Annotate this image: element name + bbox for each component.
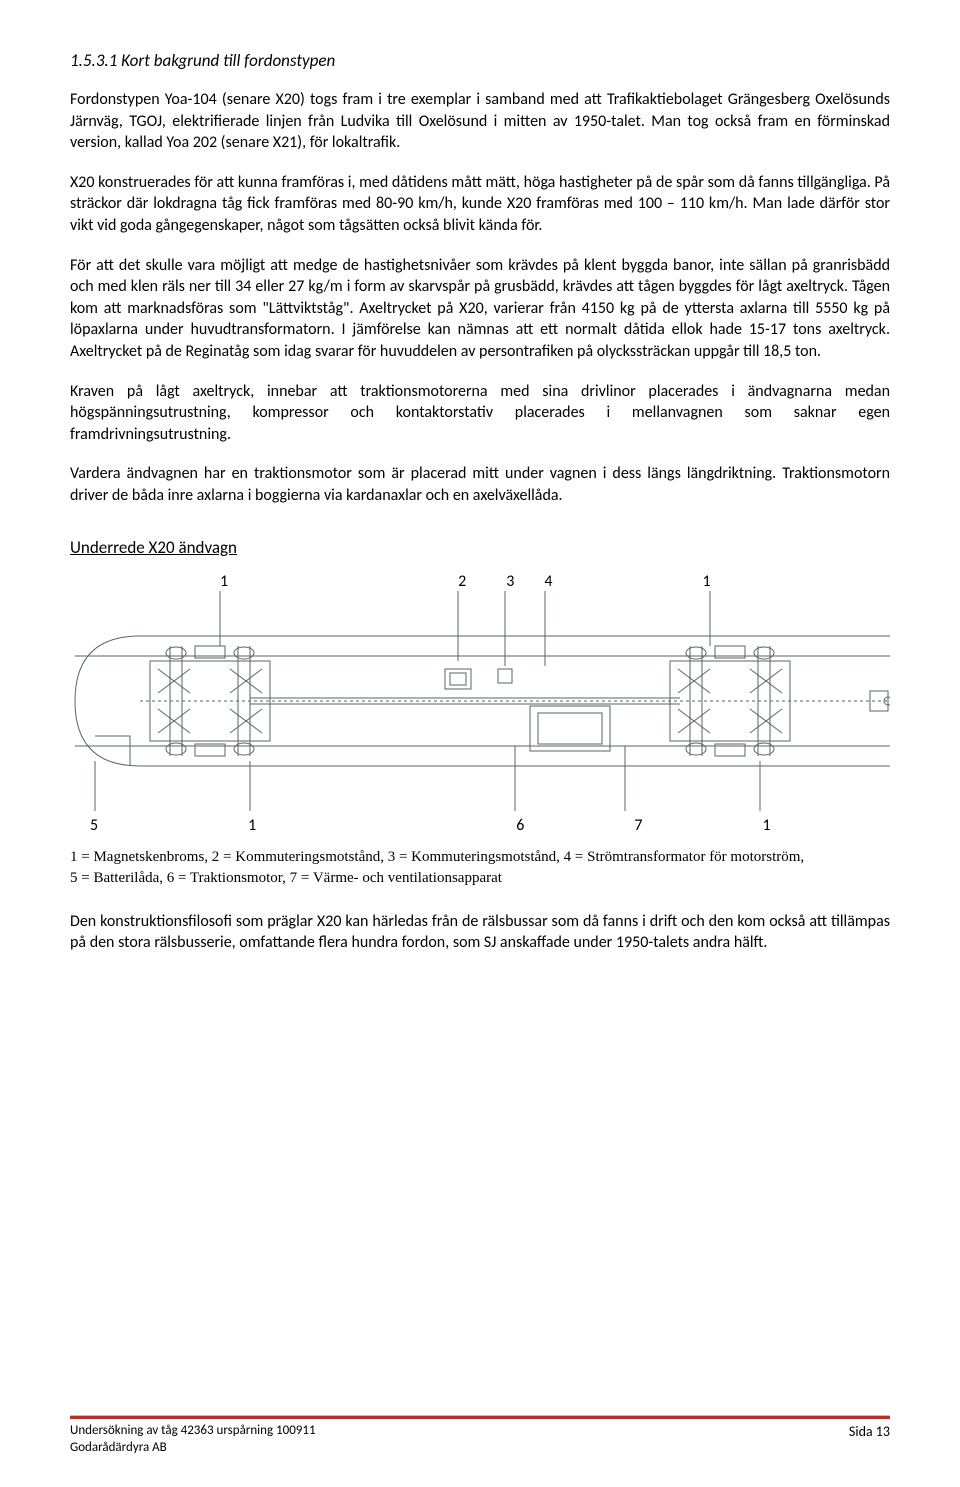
label-num: 1 — [220, 572, 228, 591]
footer-doc-title: Undersökning av tåg 42363 urspårning 100… — [70, 1423, 316, 1440]
page-footer: Undersökning av tåg 42363 urspårning 100… — [70, 1415, 890, 1457]
diagram-legend: 1 = Magnetskenbroms, 2 = Kommuteringsmot… — [70, 847, 890, 889]
legend-line: 5 = Batterilåda, 6 = Traktionsmotor, 7 =… — [70, 868, 890, 889]
footer-company: Godarådärdyra AB — [70, 1440, 316, 1457]
label-num: 7 — [634, 816, 642, 835]
label-num: 3 — [506, 572, 514, 591]
label-num: 6 — [516, 816, 524, 835]
label-num: 1 — [248, 816, 256, 835]
paragraph: Kraven på lågt axeltryck, innebar att tr… — [70, 381, 890, 446]
diagram-title: Underrede X20 ändvagn — [70, 537, 890, 558]
label-num: 1 — [762, 816, 770, 835]
label-num: 5 — [90, 816, 98, 835]
footer-left: Undersökning av tåg 42363 urspårning 100… — [70, 1423, 316, 1457]
label-num: 1 — [702, 572, 710, 591]
label-num: 4 — [544, 572, 552, 591]
paragraph: Den konstruktionsfilosofi som präglar X2… — [70, 911, 890, 954]
footer-rule — [70, 1415, 890, 1419]
underframe-svg — [70, 591, 890, 811]
paragraph: X20 konstruerades för att kunna framföra… — [70, 172, 890, 237]
underframe-diagram: 1 2 3 4 1 — [70, 572, 890, 835]
diagram-bottom-labels: 5 1 6 7 1 — [70, 816, 890, 835]
paragraph: Fordonstypen Yoa-104 (senare X20) togs f… — [70, 89, 890, 154]
paragraph: Vardera ändvagnen har en traktionsmotor … — [70, 463, 890, 506]
footer-page-number: Sida 13 — [849, 1423, 890, 1457]
label-num: 2 — [458, 572, 466, 591]
diagram-top-labels: 1 2 3 4 1 — [70, 572, 890, 591]
paragraph: För att det skulle vara möjligt att medg… — [70, 255, 890, 363]
section-heading: 1.5.3.1 Kort bakgrund till fordonstypen — [70, 50, 890, 71]
legend-line: 1 = Magnetskenbroms, 2 = Kommuteringsmot… — [70, 847, 890, 868]
